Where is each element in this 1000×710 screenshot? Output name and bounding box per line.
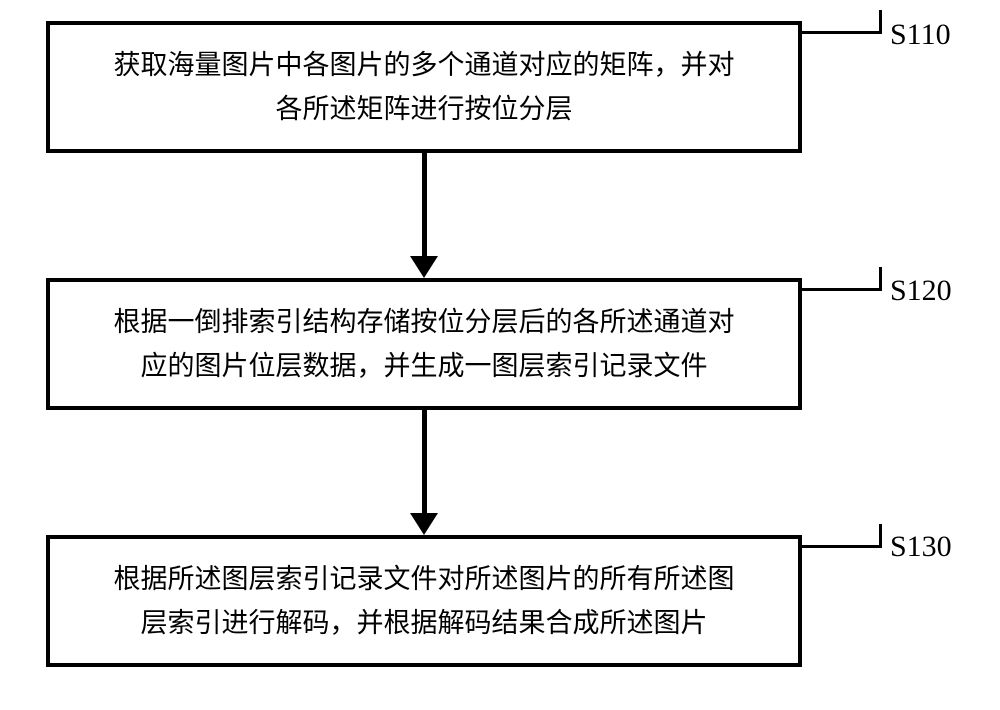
flow-node-s110-text: 获取海量图片中各图片的多个通道对应的矩阵，并对 各所述矩阵进行按位分层 (84, 43, 765, 131)
flowchart-canvas: 获取海量图片中各图片的多个通道对应的矩阵，并对 各所述矩阵进行按位分层 S110… (0, 0, 1000, 710)
leader-s110-v (879, 10, 882, 34)
edge-s120-s130-arrow (410, 513, 438, 535)
step-label-s120: S120 (890, 274, 952, 308)
leader-s130-h (802, 545, 880, 548)
leader-s110-h (802, 31, 880, 34)
leader-s120-v (879, 267, 882, 291)
flow-node-s120: 根据一倒排索引结构存储按位分层后的各所述通道对 应的图片位层数据，并生成一图层索… (46, 278, 802, 410)
flow-node-s130-text: 根据所述图层索引记录文件对所述图片的所有所述图 层索引进行解码，并根据解码结果合… (84, 557, 765, 645)
flow-node-s130: 根据所述图层索引记录文件对所述图片的所有所述图 层索引进行解码，并根据解码结果合… (46, 535, 802, 667)
step-label-s130: S130 (890, 530, 952, 564)
leader-s120-h (802, 288, 880, 291)
flow-node-s110: 获取海量图片中各图片的多个通道对应的矩阵，并对 各所述矩阵进行按位分层 (46, 21, 802, 153)
step-label-s110: S110 (890, 18, 951, 52)
flow-node-s120-text: 根据一倒排索引结构存储按位分层后的各所述通道对 应的图片位层数据，并生成一图层索… (84, 300, 765, 388)
edge-s110-s120-line (422, 153, 427, 256)
edge-s110-s120-arrow (410, 256, 438, 278)
edge-s120-s130-line (422, 410, 427, 513)
leader-s130-v (879, 524, 882, 548)
